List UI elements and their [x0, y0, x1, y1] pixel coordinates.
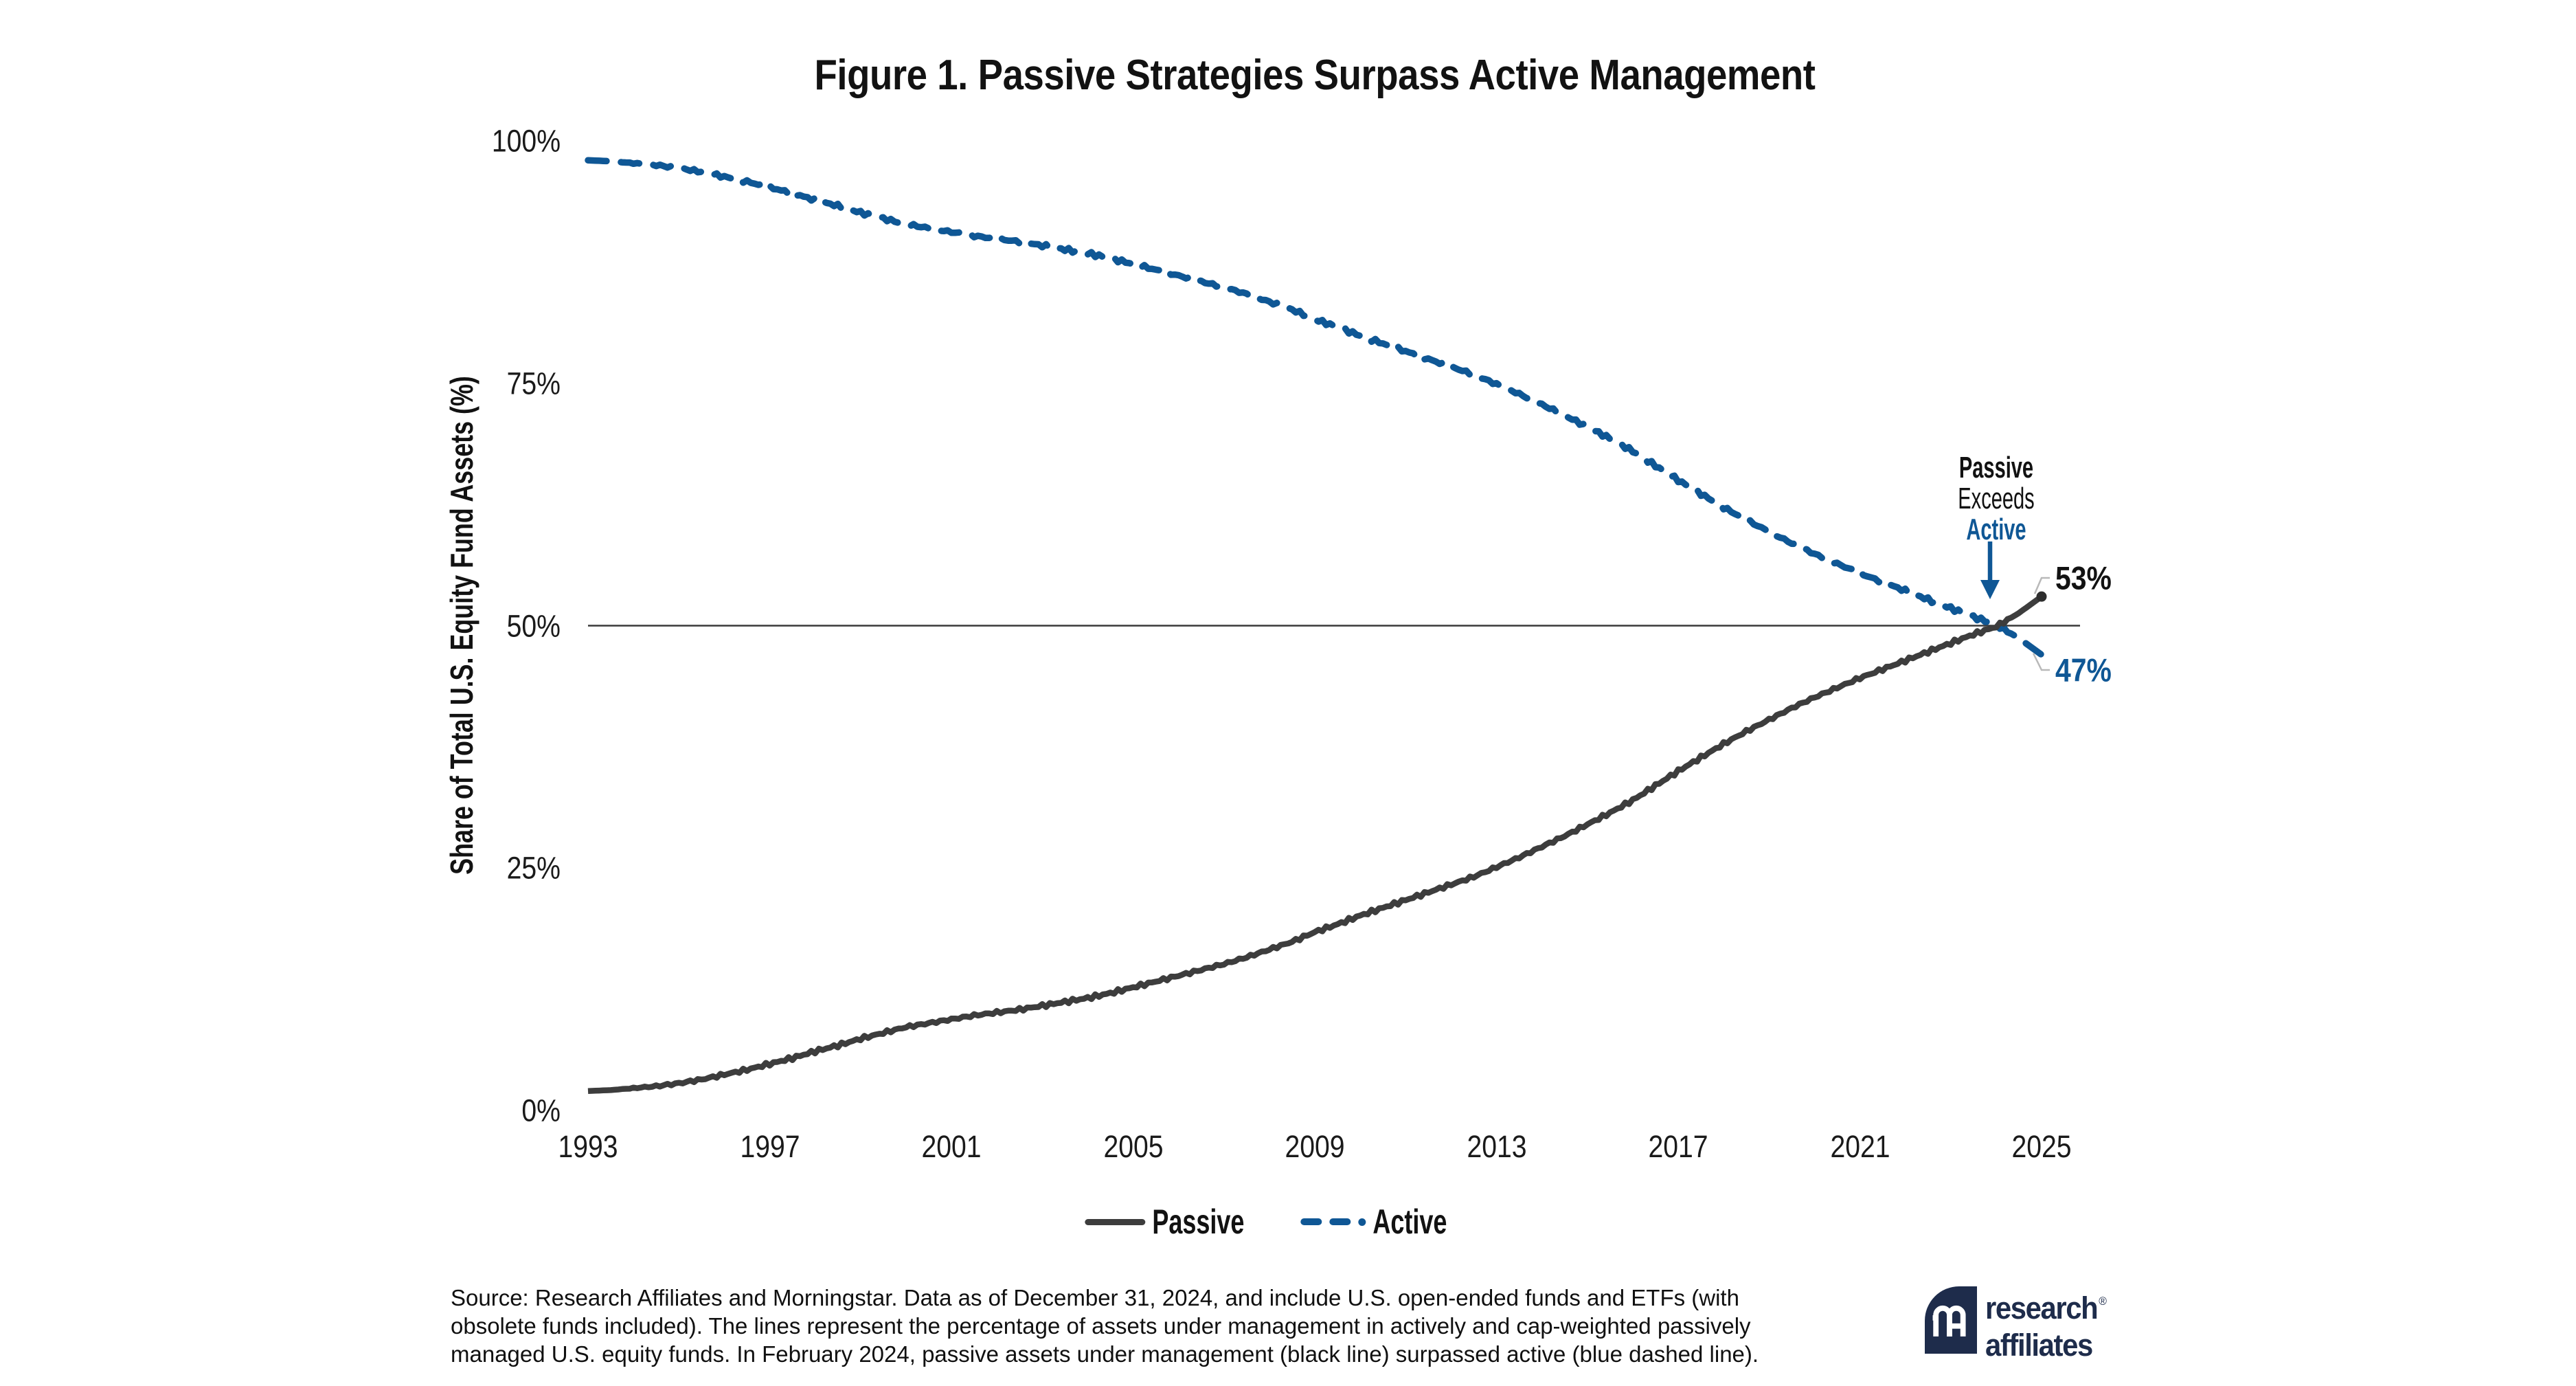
annotation-passive-word: Passive [1958, 451, 2034, 484]
legend-passive-label: Passive [1152, 1203, 1245, 1241]
passive-end-value-label: 53% [2055, 559, 2112, 596]
x-axis-tick-label: 2017 [1648, 1129, 1708, 1164]
x-axis-tick-label: 2013 [1466, 1129, 1527, 1164]
annotation-active-word: Active [1966, 513, 2026, 546]
y-axis-tick-label: 50% [506, 608, 561, 643]
active-series-line [585, 157, 2045, 658]
x-axis-tick-label: 2009 [1285, 1129, 1345, 1164]
x-axis-tick-label: 1997 [739, 1129, 800, 1164]
source-note-line: obsolete funds included). The lines repr… [451, 1313, 1751, 1339]
active-label-connector [2032, 653, 2050, 671]
annotation-exceeds-word: Exceeds [1958, 482, 2035, 515]
x-axis-tick-label: 2001 [921, 1129, 982, 1164]
y-axis-tick-label: 75% [506, 366, 561, 401]
x-axis-tick-label: 2021 [1829, 1129, 1890, 1164]
source-note-line: managed U.S. equity funds. In February 2… [451, 1341, 1759, 1367]
research-affiliates-logo-text: research ® affiliates [1985, 1290, 2107, 1363]
x-axis-tick-label: 2005 [1103, 1129, 1164, 1164]
legend-item-active: Active [1300, 1203, 1476, 1241]
legend-active-dash [1329, 1218, 1351, 1225]
legend-passive-line-swatch [1085, 1218, 1146, 1225]
legend-item-passive: Passive [1085, 1204, 1280, 1240]
figure-title: Figure 1. Passive Strategies Surpass Act… [814, 52, 1816, 99]
logo-word-affiliates: affiliates [1985, 1328, 2093, 1363]
research-affiliates-logo-mark [1925, 1286, 1977, 1354]
legend-active-dot [1358, 1218, 1366, 1226]
legend-active-line-swatch [1300, 1218, 1366, 1226]
source-note-line: Source: Research Affiliates and Mornings… [451, 1285, 1739, 1310]
legend-active-label: Active [1372, 1203, 1447, 1241]
crossover-arrow-head [1980, 580, 2000, 599]
y-axis-tick-label: 100% [491, 123, 561, 159]
logo-word-research: research ® [1985, 1290, 2107, 1326]
source-note: Source: Research Affiliates and Mornings… [451, 1284, 1759, 1368]
x-axis-tick-label: 1993 [558, 1129, 618, 1164]
y-axis-tick-label: 25% [506, 850, 561, 886]
passive-line-end-dot [2036, 591, 2047, 602]
crossover-annotation: Passive Exceeds Active [1958, 452, 2034, 545]
active-end-value-label: 47% [2055, 651, 2112, 689]
legend-active-dash [1300, 1218, 1322, 1225]
y-axis-tick-label: 0% [521, 1093, 561, 1128]
x-axis-tick-label: 2025 [2011, 1129, 2072, 1164]
ra-monogram-icon [1932, 1305, 1966, 1337]
chart-legend: Passive Active [1085, 1204, 1476, 1240]
registered-trademark-symbol: ® [2099, 1295, 2107, 1308]
passive-label-connector [2033, 577, 2050, 594]
passive-series-line [587, 594, 2044, 1095]
